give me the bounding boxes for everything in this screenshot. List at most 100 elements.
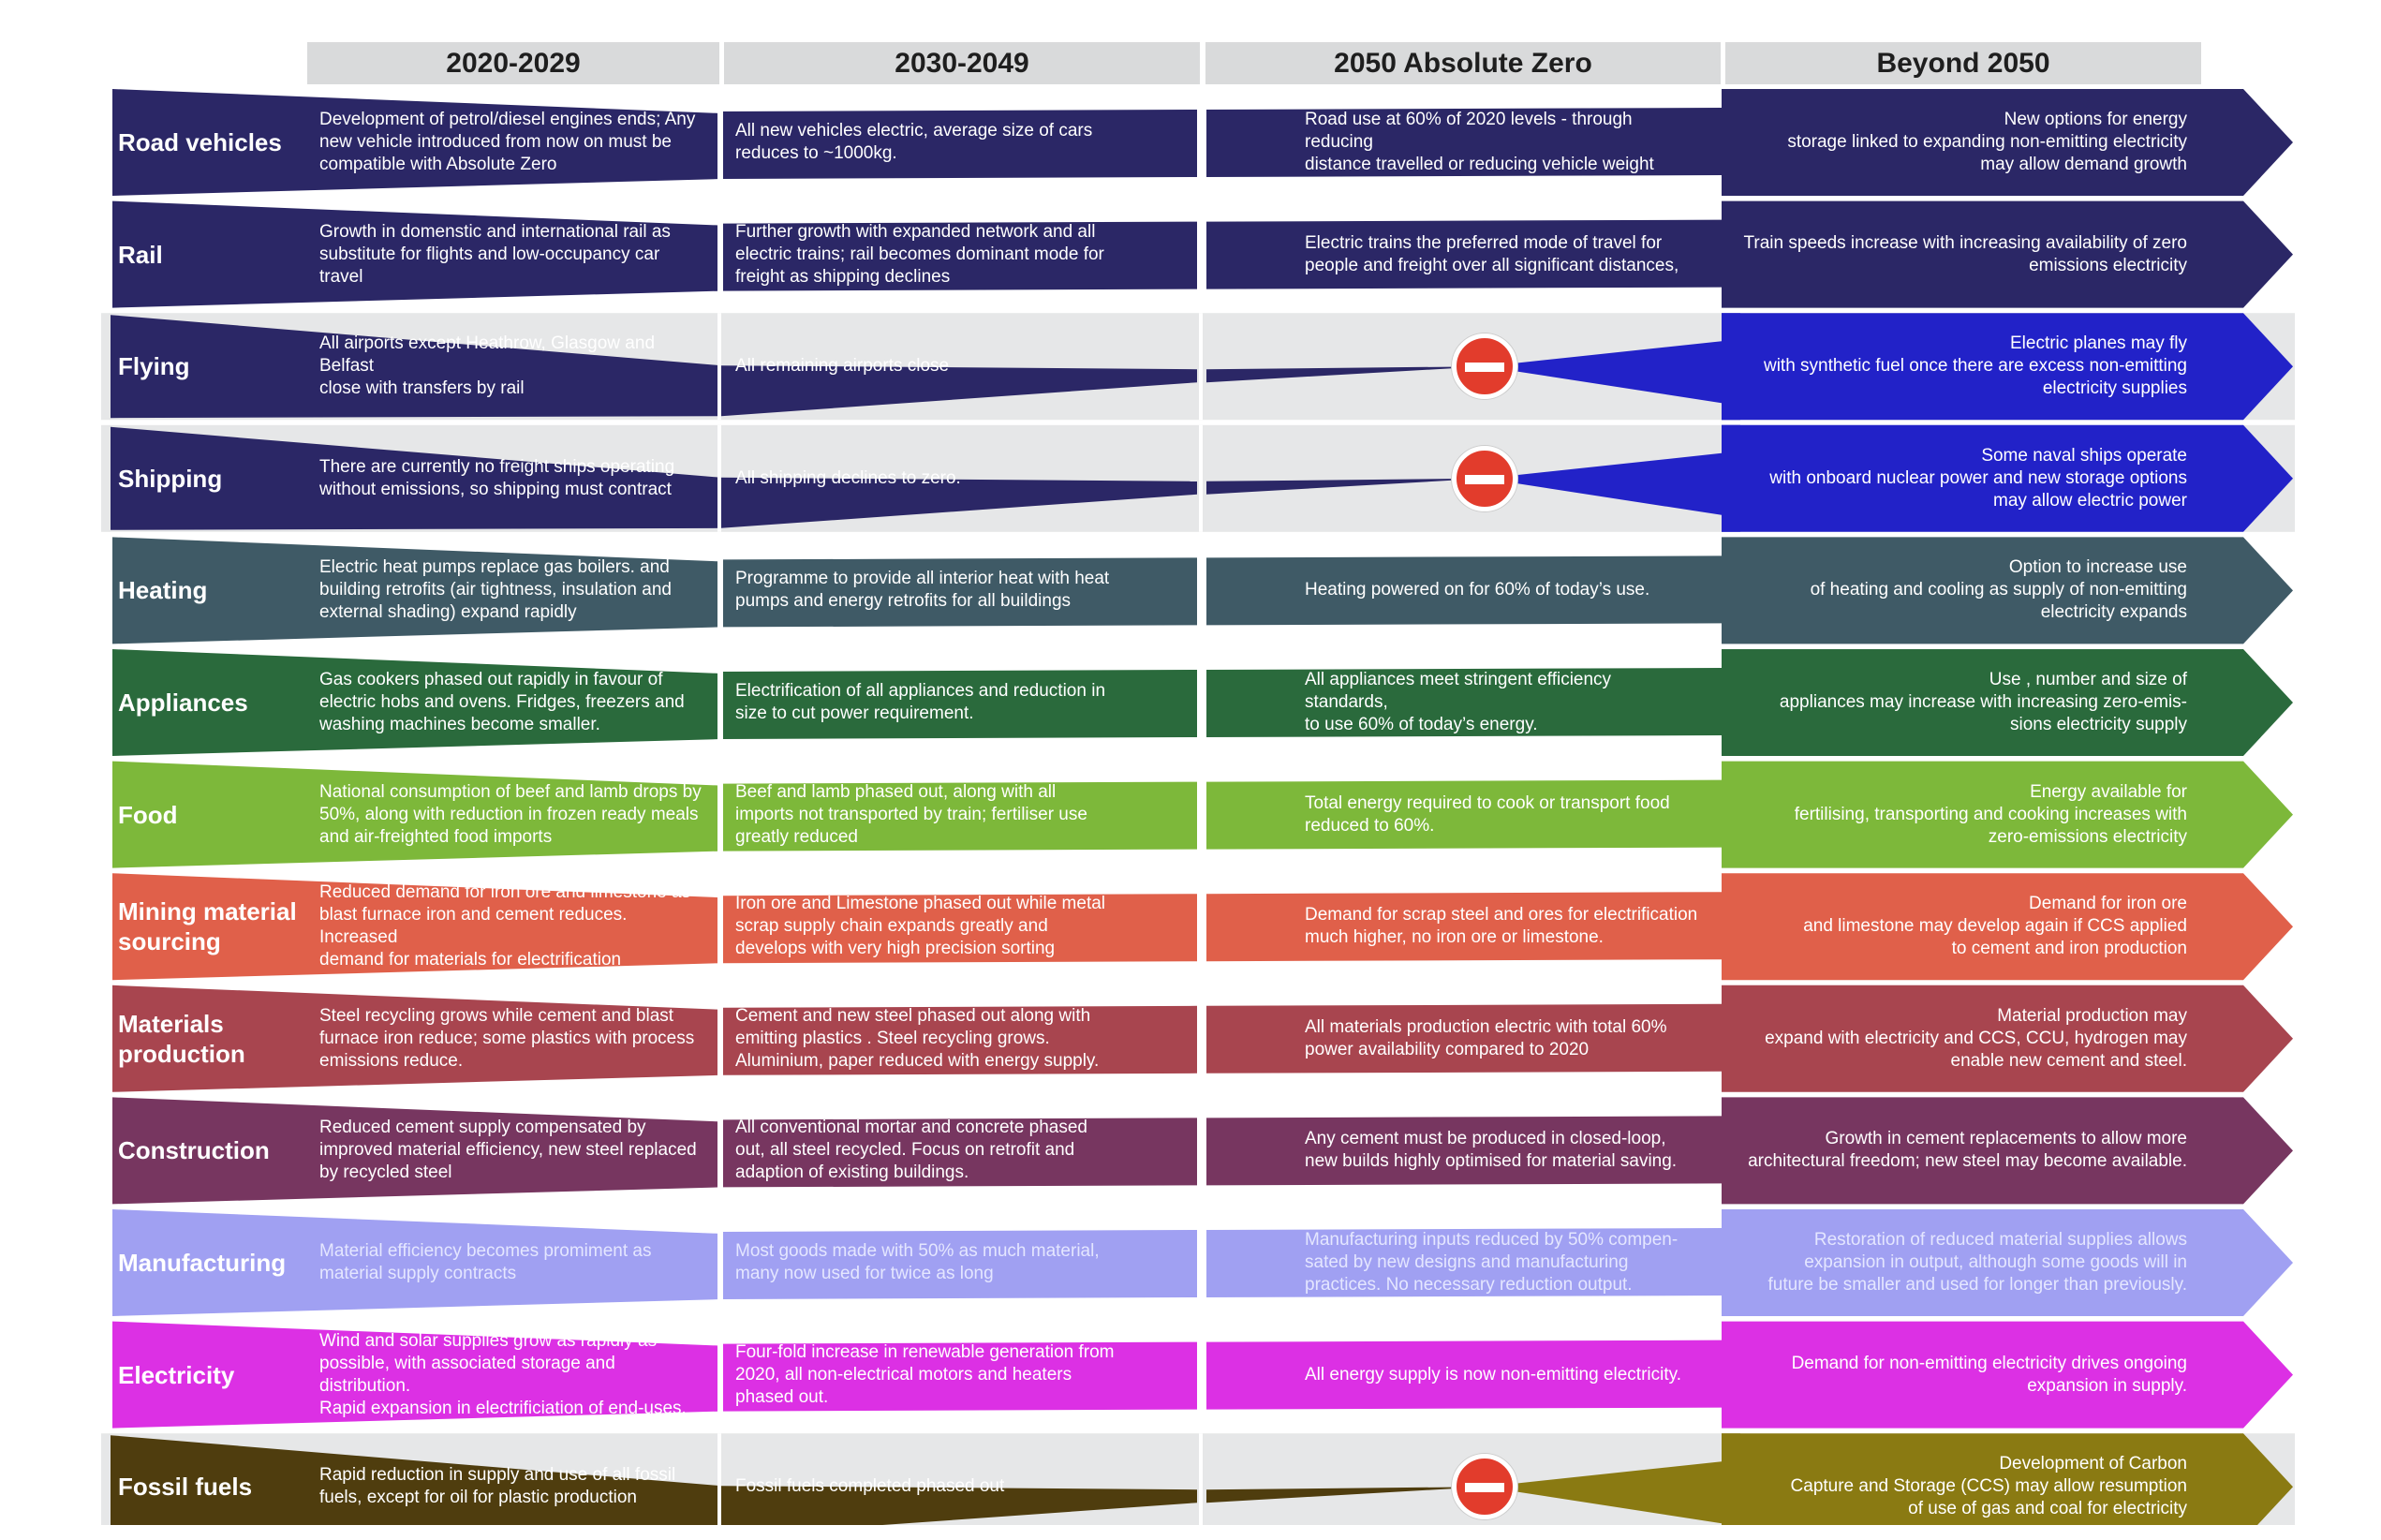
sector-label-fossil-fuels: Fossil fuels: [118, 1473, 253, 1502]
cell-2030-2049-food: Beef and lamb phased out, along with all…: [735, 781, 1087, 847]
column-gap: [717, 985, 721, 1092]
cell-beyond-2050-electricity: Demand for non-emitting electricity driv…: [1791, 1353, 2187, 1396]
sector-label-manufacturing: Manufacturing: [118, 1249, 287, 1277]
cell-2030-2049-flying: All remaining airports close: [735, 356, 950, 377]
segment-2020-road-vehicles: [112, 89, 721, 196]
column-gap: [1199, 424, 1203, 532]
cell-2050-construction: Any cement must be produced in closed-lo…: [1305, 1129, 1678, 1172]
column-gap: [717, 424, 721, 532]
cell-2020-2029-manufacturing: Material efficiency becomes promiment as…: [319, 1241, 652, 1283]
column-gap: [1199, 873, 1203, 981]
segment-2050-materials-production: [1206, 1003, 1722, 1074]
cell-2020-2029-appliances: Gas cookers phased out rapidly in favour…: [319, 670, 685, 734]
column-gap: [1199, 200, 1203, 308]
segment-2050-electricity: [1206, 1340, 1722, 1410]
sector-label-construction: Construction: [118, 1136, 270, 1165]
segment-beyond-manufacturing: [1722, 1209, 2293, 1316]
cell-2050-mining-material-sourcing: Demand for scrap steel and ores for elec…: [1305, 905, 1698, 948]
cell-2050-food: Total energy required to cook or transpo…: [1305, 792, 1670, 836]
segment-2030-rail: [723, 221, 1197, 291]
column-gap: [717, 873, 721, 981]
column-header-2050: 2050 Absolute Zero: [1205, 42, 1721, 84]
column-gap: [1199, 1433, 1203, 1525]
segment-2020-rail: [112, 200, 721, 308]
segment-beyond-taper-flying: [1485, 341, 1722, 404]
cell-2030-2049-heating: Programme to provide all interior heat w…: [735, 569, 1110, 612]
segment-2050-food: [1206, 779, 1722, 850]
segment-2030-flying: [721, 365, 1197, 417]
sector-label-shipping: Shipping: [118, 464, 223, 493]
column-gap: [717, 649, 721, 756]
cell-2050-rail: Electric trains the preferred mode of tr…: [1305, 232, 1679, 275]
segment-beyond-join-fossil-fuels: [1722, 1433, 1740, 1525]
sector-label-appliances: Appliances: [118, 689, 248, 717]
column-gap: [1199, 761, 1203, 868]
column-gap: [1199, 1321, 1203, 1429]
cell-2020-2029-mining-material-sourcing: Reduced demand for iron ore and limeston…: [319, 882, 691, 970]
cell-2020-2029-construction: Reduced cement supply compensated by imp…: [319, 1118, 697, 1183]
cell-2050-road-vehicles: Road use at 60% of 2020 levels - through…: [1305, 110, 1654, 174]
segment-beyond-rail: [1722, 200, 2293, 308]
no-entry-icon: [1452, 1454, 1517, 1520]
segment-2030-shipping: [721, 477, 1197, 528]
segment-beyond-construction: [1722, 1097, 2293, 1205]
segment-2050-construction: [1206, 1116, 1722, 1186]
column-gap: [1199, 313, 1203, 421]
segment-2030-materials-production: [723, 1005, 1197, 1075]
cell-2020-2029-food: National consumption of beef and lamb dr…: [319, 781, 702, 847]
segment-2030-mining-material-sourcing: [723, 894, 1197, 964]
cell-2020-2029-flying: All airports except Heathrow, Glasgow an…: [319, 333, 656, 399]
segment-beyond-mining-material-sourcing: [1722, 873, 2293, 981]
segment-beyond-taper-shipping: [1485, 452, 1722, 515]
segment-2020-fossil-fuels: [111, 1435, 721, 1525]
segment-beyond-shipping: [1722, 424, 2293, 532]
column-gap: [717, 761, 721, 868]
cell-2030-2049-fossil-fuels: Fossil fuels completed phased out: [735, 1476, 1005, 1497]
sector-label-food: Food: [118, 800, 178, 829]
cell-2030-2049-manufacturing: Most goods made with 50% as much materia…: [735, 1241, 1100, 1283]
cell-2050-appliances: All appliances meet stringent efficiency…: [1305, 670, 1612, 734]
sector-label-flying: Flying: [118, 352, 190, 381]
column-gap: [1199, 985, 1203, 1092]
column-gap: [717, 1321, 721, 1429]
segment-beyond-road-vehicles: [1722, 89, 2293, 196]
segment-2030-food: [723, 781, 1197, 851]
segment-2050-road-vehicles: [1206, 108, 1722, 177]
segment-beyond-join-flying: [1722, 313, 1740, 421]
segment-beyond-appliances: [1722, 649, 2293, 756]
segment-2030-fossil-fuels: [721, 1486, 1197, 1525]
segment-2030-construction: [723, 1118, 1197, 1188]
cell-2030-2049-construction: All conventional mortar and concrete pha…: [735, 1118, 1088, 1183]
cell-2020-2029-heating: Electric heat pumps replace gas boilers.…: [319, 557, 672, 623]
segment-2020-shipping: [111, 426, 721, 530]
column-gap: [1199, 649, 1203, 756]
column-header-2030-2049: 2030-2049: [724, 42, 1200, 84]
cell-2030-2049-road-vehicles: All new vehicles electric, average size …: [735, 121, 1093, 163]
column-gap: [1199, 1097, 1203, 1205]
segment-beyond-materials-production: [1722, 985, 2293, 1092]
segment-2020-flying: [111, 315, 721, 419]
segment-2020-materials-production: [112, 985, 721, 1092]
column-gap: [717, 89, 721, 196]
cell-beyond-2050-food: Energy available for fertilising, transp…: [1794, 781, 2187, 847]
cell-beyond-2050-rail: Train speeds increase with increasing av…: [1743, 232, 2187, 275]
segment-2050-shipping: [1206, 478, 1485, 495]
column-header-2020-2029: 2020-2029: [307, 42, 719, 84]
cell-2020-2029-road-vehicles: Development of petrol/diesel engines end…: [319, 110, 696, 174]
sector-label-road-vehicles: Road vehicles: [118, 128, 282, 156]
cell-2020-2029-rail: Growth in domenstic and international ra…: [319, 221, 671, 287]
column-gap: [717, 1433, 721, 1525]
cell-beyond-2050-shipping: Some naval ships operate with onboard nu…: [1769, 445, 2187, 511]
segment-2030-electricity: [723, 1341, 1197, 1412]
cell-2030-2049-shipping: All shipping declines to zero.: [735, 467, 961, 488]
cell-beyond-2050-mining-material-sourcing: Demand for iron ore and limestone may de…: [1803, 894, 2187, 959]
segment-2020-manufacturing: [112, 1209, 721, 1316]
segment-2020-heating: [112, 537, 721, 644]
column-header-beyond-2050: Beyond 2050: [1725, 42, 2201, 84]
cell-beyond-2050-construction: Growth in cement replacements to allow m…: [1748, 1129, 2187, 1172]
cell-2020-2029-electricity: Wind and solar supplies grow as rapidly …: [319, 1330, 687, 1418]
segment-beyond-fossil-fuels: [1722, 1433, 2293, 1525]
column-gap: [717, 1209, 721, 1316]
segment-beyond-join-shipping: [1722, 424, 1740, 532]
column-gap: [717, 313, 721, 421]
